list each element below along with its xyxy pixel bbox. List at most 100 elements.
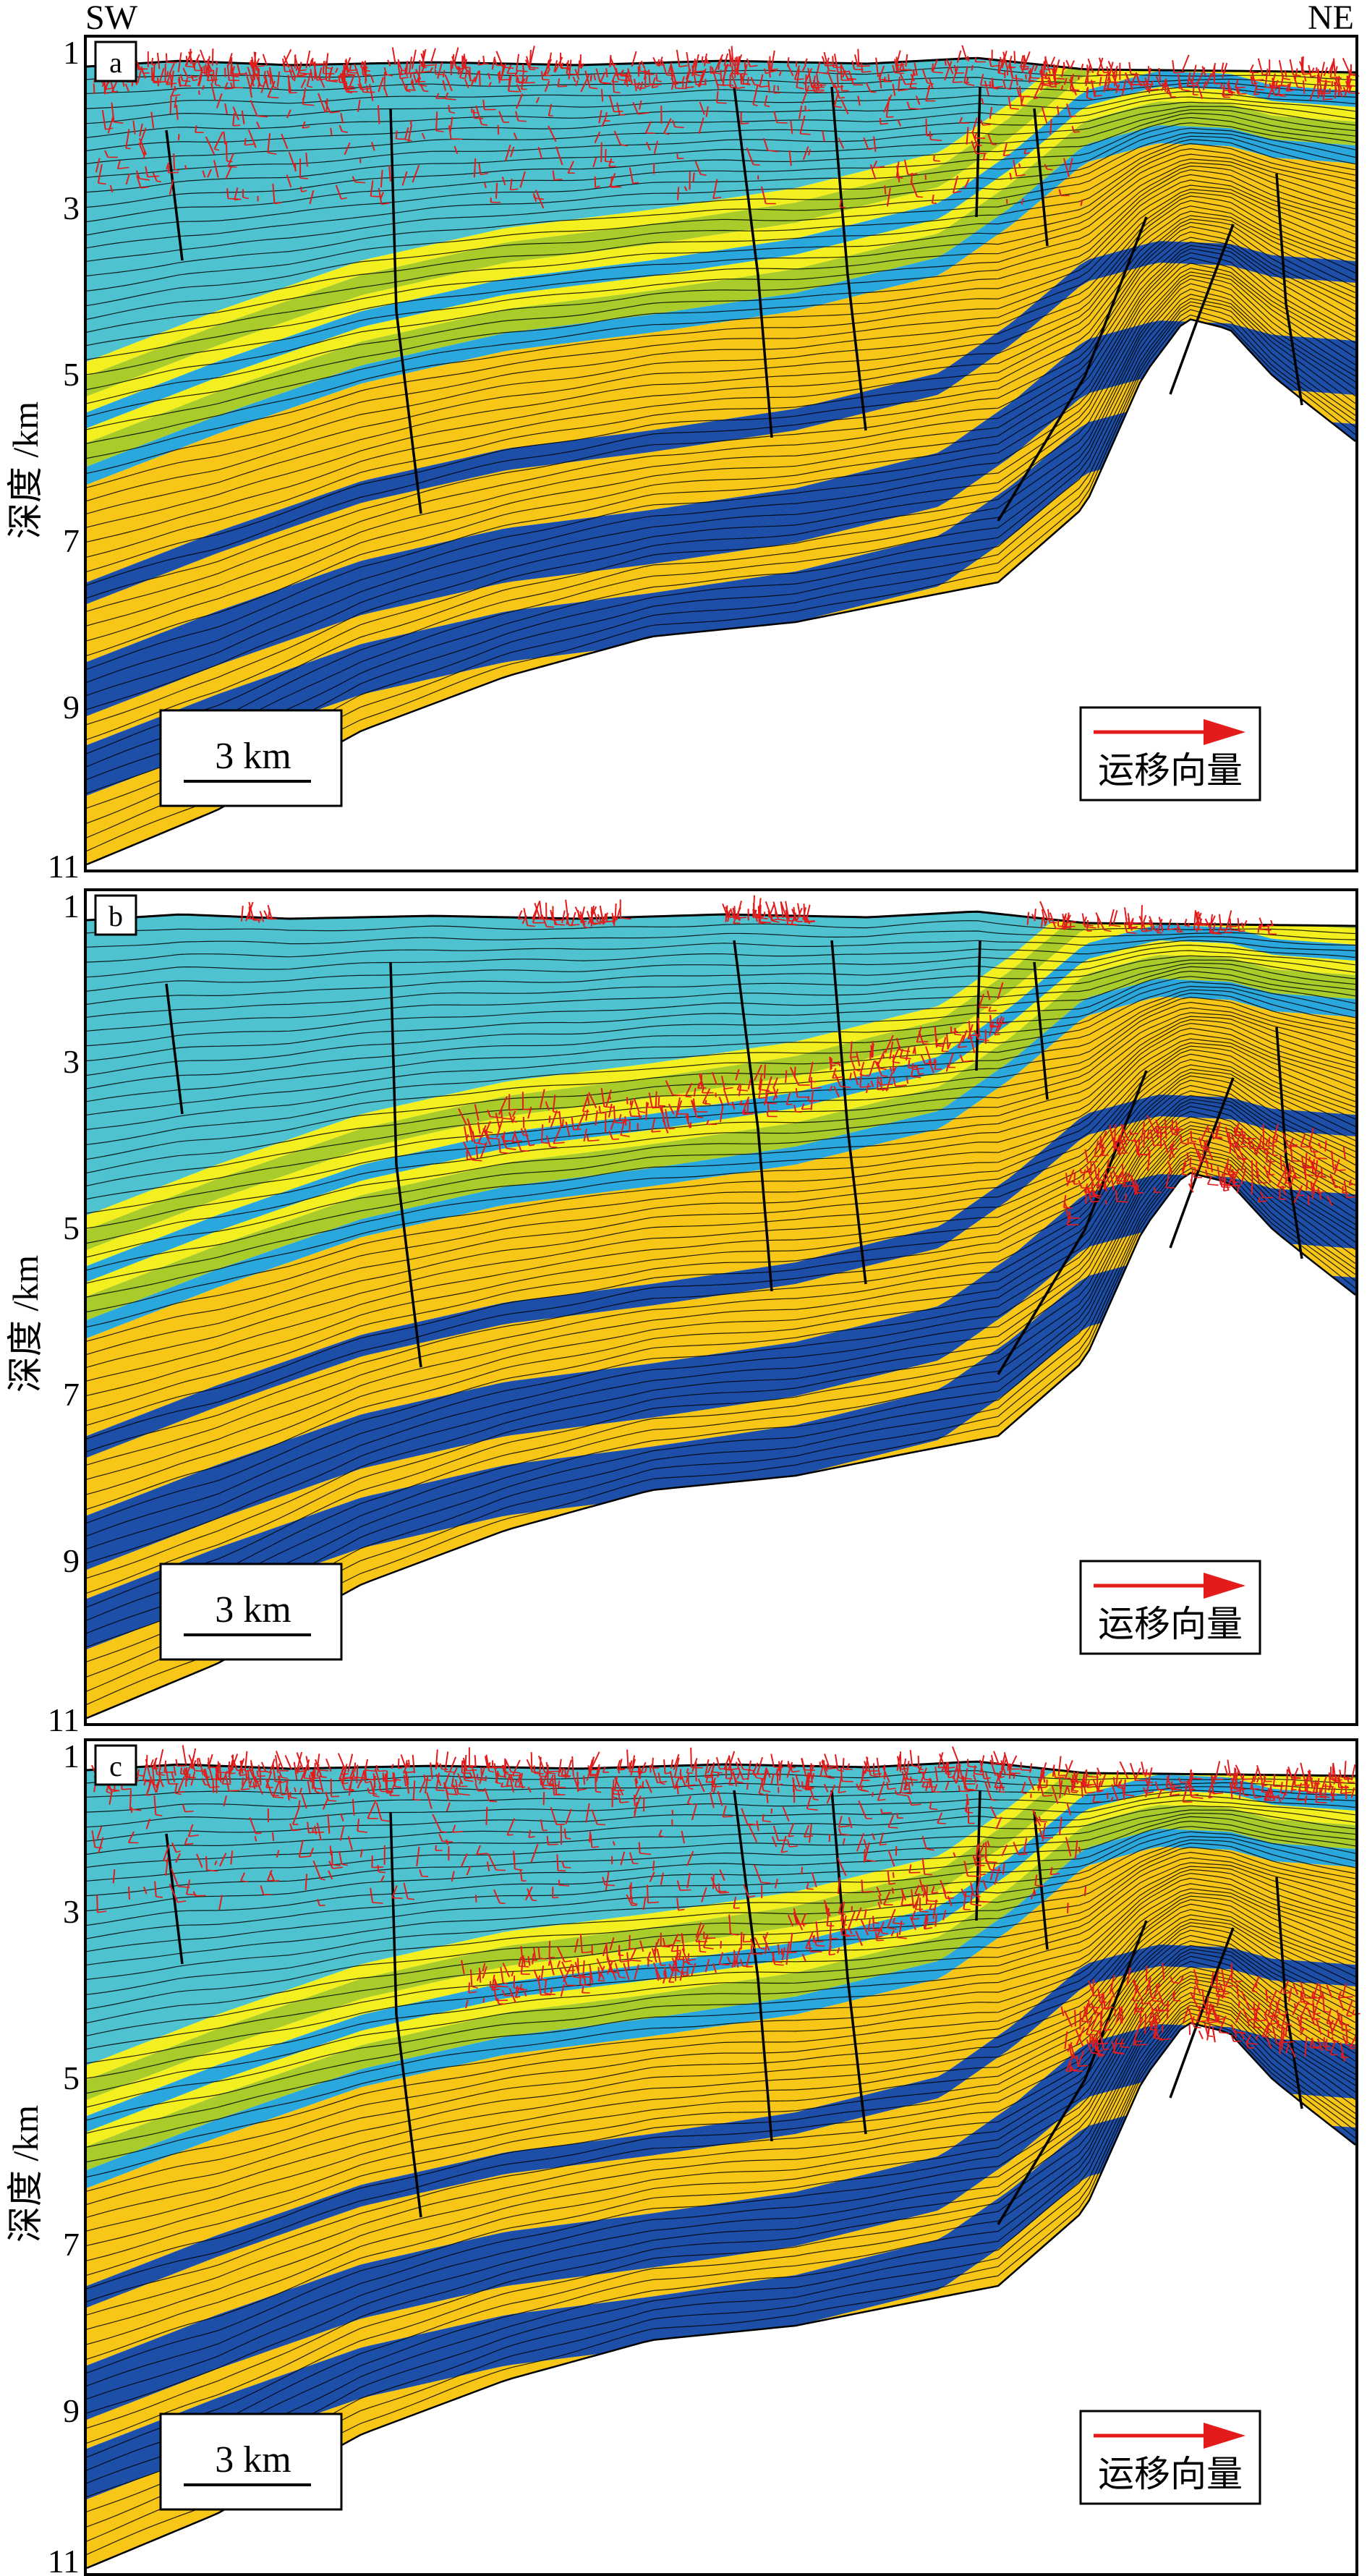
migration-vector-mark [1342,2035,1347,2046]
migration-vector-mark [1158,1126,1169,1128]
strata-line [87,981,1355,1102]
fault-line [830,1790,867,2135]
migration-vector-mark [761,1882,771,1884]
migration-vector-mark [1117,1781,1121,1788]
migration-vector-mark [966,1793,969,1806]
migration-vector-mark [175,1793,182,1795]
depth-tick-1: 1 [63,888,80,924]
migration-vector-mark [576,1957,579,1971]
strata-line [87,1899,1355,2177]
migration-vector-mark [1124,907,1128,926]
migration-vector-mark [1094,2011,1100,2014]
migration-vector-mark [1093,1994,1102,1997]
migration-vector-mark [1190,1793,1199,1796]
migration-vector-mark [806,1882,809,1890]
migration-vector-mark [391,1885,398,1898]
migration-vector-mark [905,54,908,67]
migration-vector-mark [646,141,651,151]
migration-vector-mark [1087,58,1094,74]
migration-vector-mark [1065,59,1070,69]
strata-line [87,165,1355,375]
migration-vector-mark [284,1755,293,1770]
migration-vector-mark [502,1118,513,1120]
migration-vector-mark [802,146,809,161]
migration-vector-mark [719,1869,725,1882]
migration-vector-mark [1142,2002,1149,2005]
migration-vector-mark [813,1798,819,1801]
migration-vector-mark [901,1903,913,1906]
migration-vector-mark [458,1780,462,1787]
migration-vector-mark [579,1984,592,1986]
migration-vector-mark [767,150,778,153]
migration-vector-mark [931,63,934,72]
migration-vector-mark [1291,1166,1298,1179]
migration-vector-mark [638,112,650,115]
migration-vector-mark [462,1141,473,1161]
migration-vector-mark [1324,1783,1326,1800]
migration-vector-mark [900,1792,912,1795]
strata-line [87,989,1355,1130]
migration-vector-mark [176,1850,181,1853]
migration-vector-mark [975,1784,979,1790]
migration-vector-mark [1146,1150,1151,1171]
migration-vector-mark [1248,64,1254,73]
migration-vector-mark [1265,1139,1269,1147]
migration-vector-mark [589,87,598,90]
migration-vector-mark [1300,1992,1303,2002]
migration-vector-mark [566,1837,571,1840]
migration-vector-mark [500,1152,509,1155]
migration-vector-mark [838,1816,843,1827]
migration-vector-mark [182,67,189,78]
migration-vector-mark [511,1771,520,1774]
migration-vector-mark [738,1085,742,1097]
migration-vector-mark [495,1782,501,1785]
migration-vector-mark [352,1798,355,1816]
migration-vector-mark [506,1818,516,1836]
migration-vector-mark [1250,1781,1256,1798]
migration-vector-mark [579,911,586,926]
migration-vector-mark [780,1835,787,1853]
migration-vector-mark [484,1788,490,1802]
migration-vector-mark [1098,2054,1104,2057]
fault-line [1033,108,1049,247]
migration-vector-mark [1162,2004,1170,2007]
migration-vector-mark [895,161,900,178]
migration-vector-mark [1222,89,1225,98]
migration-vector-mark [895,56,900,74]
migration-vector-mark [1070,76,1074,93]
migration-vector-mark [590,1774,599,1776]
migration-vector-mark [474,1104,480,1121]
migration-vector-mark [1008,56,1013,67]
migration-vector-mark [311,1771,314,1790]
migration-vector-mark [766,1091,775,1094]
migration-vector-mark [571,911,576,927]
migration-vector-mark [322,1797,329,1810]
migration-vector-mark [717,65,720,70]
migration-vector-mark [308,59,313,68]
migration-vector-mark [267,133,271,153]
migration-vector-mark [439,1763,443,1769]
migration-vector-mark [548,103,553,116]
migration-vector-mark [1262,2035,1269,2038]
migration-vector-mark [326,67,333,69]
migration-vector-mark [432,1814,442,1832]
strata-line [87,1944,1355,2316]
migration-vector-mark [1287,1181,1291,1188]
strata-line [87,966,1355,1062]
migration-vector-mark [647,1901,659,1904]
migration-vector-mark [1234,1123,1239,1136]
migration-vector-mark [989,1759,997,1776]
migration-vector-mark [1224,924,1229,933]
migration-vector-mark [312,1769,315,1789]
migration-vector-mark [169,1884,179,1903]
migration-vector-mark [686,1850,694,1866]
migration-vector-mark [508,1112,514,1122]
migration-vector-mark [787,1914,794,1926]
migration-vector-mark [1236,1134,1240,1145]
migration-vector-mark [838,1790,847,1794]
migration-vector-mark [1328,1772,1332,1788]
migration-vector-mark [316,1822,322,1841]
migration-vector-mark [474,1755,477,1767]
migration-vector-mark [806,917,811,924]
migration-vector-mark [785,1092,791,1105]
